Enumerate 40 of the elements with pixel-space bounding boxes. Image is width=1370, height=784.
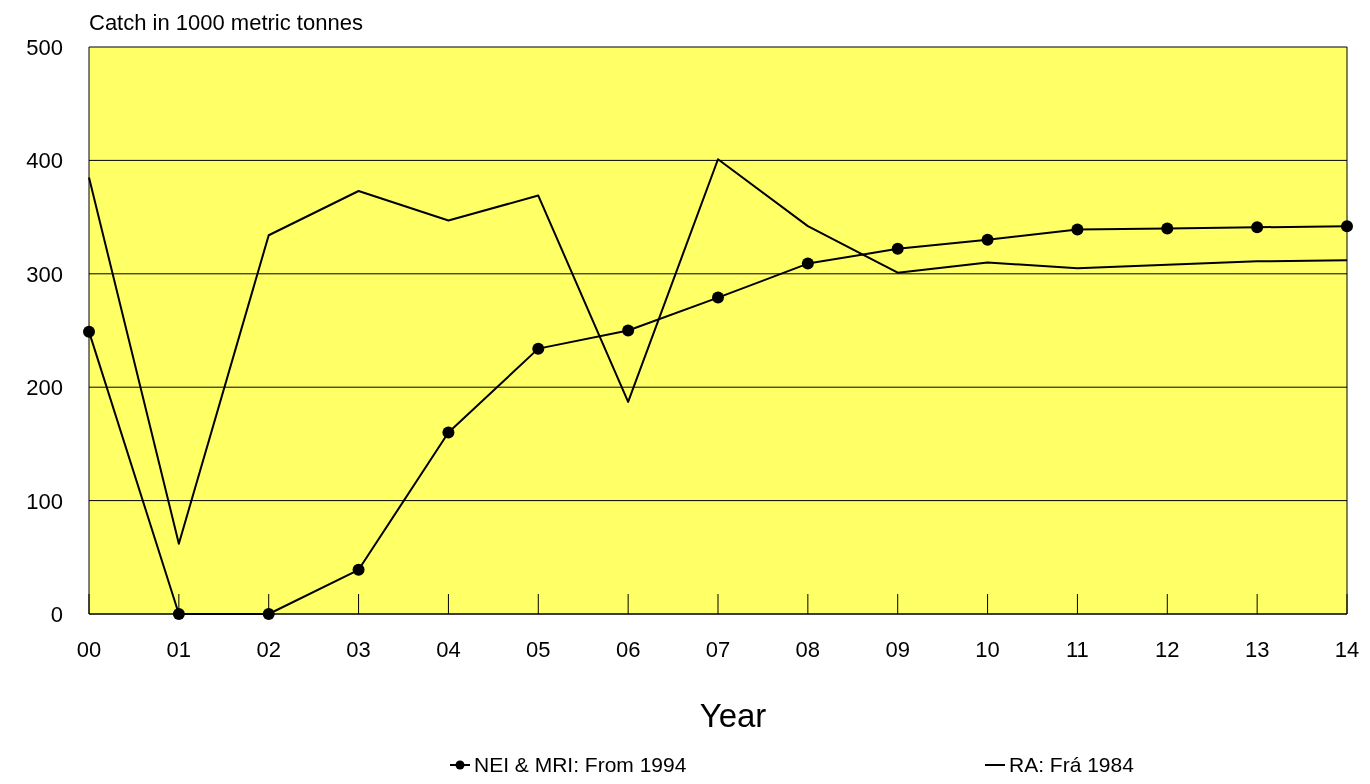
x-tick-label: 02 bbox=[256, 637, 281, 662]
point bbox=[172, 608, 185, 620]
x-tick-label: 03 bbox=[346, 637, 371, 662]
point bbox=[1251, 221, 1264, 234]
y-tick-label: 300 bbox=[26, 261, 63, 287]
x-tick-label: 13 bbox=[1244, 637, 1270, 662]
x-tick-label: 00 bbox=[76, 637, 102, 662]
y-tick-label: 400 bbox=[26, 148, 63, 174]
y-axis-title: Catch in 1000 metric tonnes bbox=[89, 10, 363, 35]
x-tick-label: 04 bbox=[436, 637, 461, 662]
y-tick-label: 100 bbox=[26, 488, 63, 514]
x-tick-label: 01 bbox=[166, 637, 192, 662]
point bbox=[891, 242, 904, 255]
point bbox=[262, 608, 275, 620]
point bbox=[1071, 223, 1084, 236]
point bbox=[83, 325, 95, 338]
x-tick-label: 11 bbox=[1066, 637, 1089, 662]
x-tick-label: 09 bbox=[885, 637, 910, 662]
point bbox=[532, 342, 545, 355]
point bbox=[801, 257, 814, 270]
x-tick-label: 08 bbox=[795, 637, 821, 662]
legend-label: NEI & MRI: From 1994 bbox=[474, 753, 687, 776]
point bbox=[622, 324, 635, 337]
y-tick-label: 500 bbox=[26, 35, 63, 60]
x-tick-label: 05 bbox=[526, 637, 551, 662]
y-tick-label: 200 bbox=[26, 375, 63, 401]
y-tick-label: 0 bbox=[50, 602, 63, 627]
point bbox=[712, 291, 724, 304]
x-tick-label: 06 bbox=[615, 637, 641, 662]
point bbox=[442, 426, 455, 439]
x-tick-label: 14 bbox=[1334, 637, 1360, 662]
x-tick-label: 10 bbox=[975, 637, 1000, 662]
point bbox=[981, 233, 994, 246]
point bbox=[1341, 220, 1353, 233]
x-tick-label: 07 bbox=[705, 637, 731, 662]
legend-label: RA: Frá 1984 bbox=[1009, 753, 1135, 776]
point bbox=[352, 563, 365, 576]
x-axis-title: Year bbox=[699, 697, 767, 734]
x-tick-label: 12 bbox=[1155, 637, 1180, 662]
point bbox=[1161, 222, 1174, 235]
